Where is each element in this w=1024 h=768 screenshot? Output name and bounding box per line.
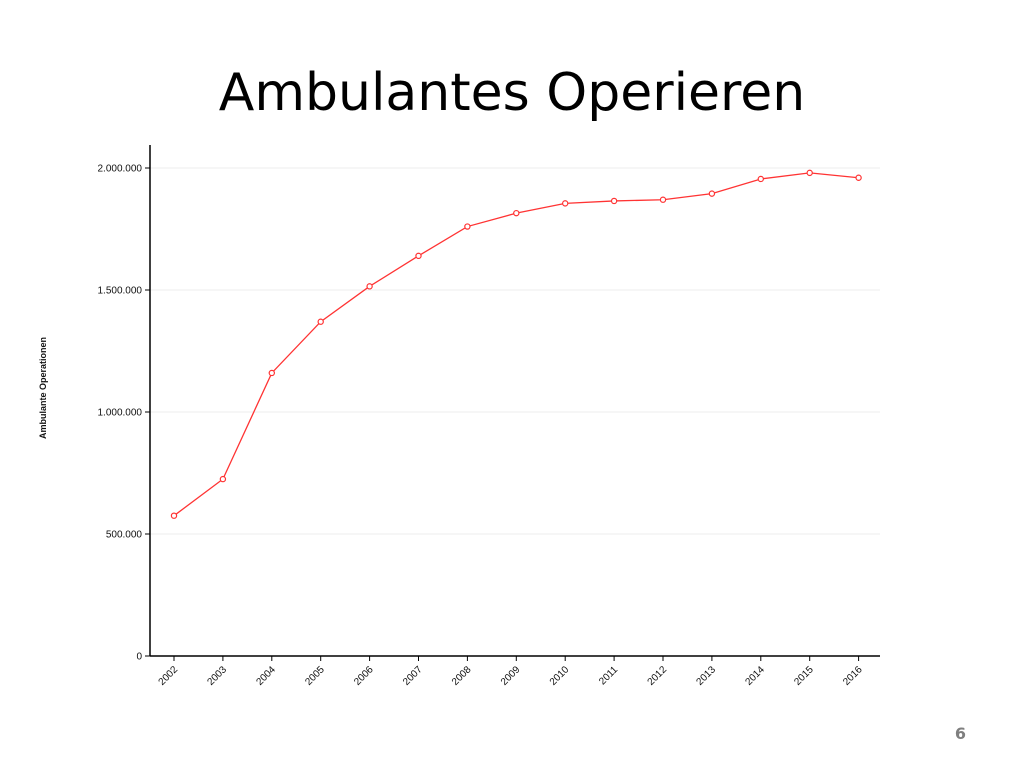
data-point <box>610 197 618 205</box>
slide-title: Ambulantes Operieren <box>218 63 806 123</box>
data-point <box>268 369 275 377</box>
data-point <box>366 283 373 290</box>
y-ticks: 0 500.000 1.000.000 1.500.000 2.000.000 <box>98 164 150 663</box>
data-point <box>708 190 716 197</box>
y-tick-label: 0 <box>136 652 142 663</box>
data-point <box>562 200 569 207</box>
data-point <box>757 175 765 183</box>
x-tick-label: 2009 <box>499 664 523 688</box>
x-tick-label: 2016 <box>841 664 865 688</box>
x-tick-label: 2003 <box>206 664 230 688</box>
x-tick-label: 2010 <box>548 664 572 688</box>
data-point <box>170 512 178 519</box>
x-tick-label: 2007 <box>401 664 425 688</box>
x-ticks: 2002 2003 2004 2005 2006 2007 2008 2009 2010 2011… <box>157 656 865 688</box>
gridlines <box>150 167 880 535</box>
x-tick-label: 2002 <box>157 664 181 688</box>
x-tick-label: 2014 <box>743 664 767 688</box>
series <box>170 169 862 519</box>
data-point <box>513 209 520 217</box>
x-tick-label: 2011 <box>597 664 620 687</box>
x-tick-label: 2006 <box>352 664 376 688</box>
page-number: 6 <box>954 724 966 743</box>
x-tick-label: 2013 <box>695 664 719 688</box>
data-point <box>219 475 227 483</box>
x-tick-label: 2015 <box>792 664 816 688</box>
y-tick-label: 500.000 <box>106 530 143 541</box>
data-point <box>806 169 813 177</box>
x-tick-label: 2008 <box>450 664 474 688</box>
data-point <box>415 252 422 260</box>
x-tick-label: 2012 <box>646 664 670 688</box>
y-tick-label: 1.000.000 <box>98 408 143 419</box>
x-tick-label: 2005 <box>303 664 327 688</box>
data-point <box>659 196 667 203</box>
data-point <box>317 318 324 325</box>
y-tick-label: 1.500.000 <box>98 286 143 297</box>
y-axis-title: Ambulante Operationen <box>38 337 48 439</box>
x-tick-label: 2004 <box>254 664 278 688</box>
series-line <box>173 172 859 517</box>
y-tick-label: 2.000.000 <box>98 164 143 175</box>
data-point <box>464 223 471 230</box>
data-point <box>855 174 862 181</box>
